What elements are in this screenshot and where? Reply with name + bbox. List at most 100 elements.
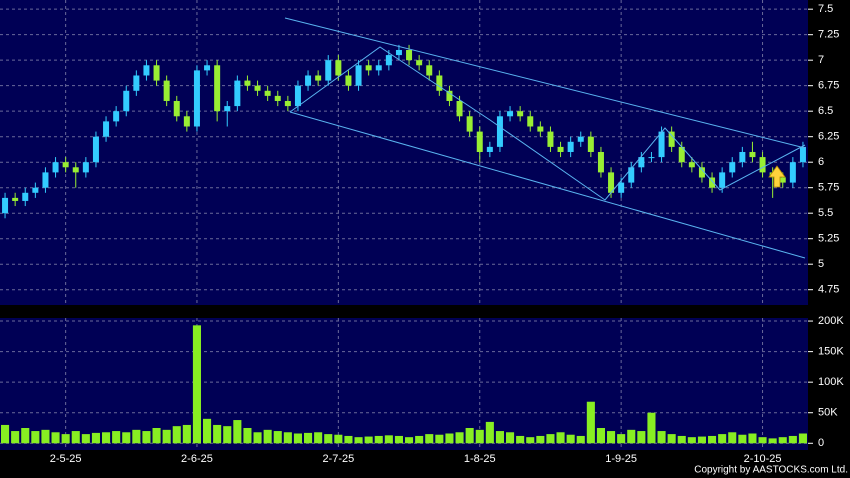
volume-bar	[203, 418, 212, 444]
candle-body	[92, 136, 99, 163]
candle-body	[618, 182, 625, 193]
trend-lines	[284, 17, 806, 259]
y-tick-label: 4.75	[818, 284, 839, 296]
candle-body	[183, 116, 190, 127]
volume-bar	[435, 434, 444, 444]
candle-body	[466, 116, 473, 132]
candle-body	[446, 90, 453, 101]
candle-body	[193, 70, 200, 127]
candle-body	[365, 65, 372, 71]
candle-body	[426, 65, 433, 76]
volume-bar	[677, 435, 686, 444]
volume-bar	[586, 401, 595, 444]
channel-bottom	[289, 111, 806, 259]
volume-bar	[728, 432, 737, 444]
candle-body	[2, 197, 9, 214]
candle-body	[779, 177, 786, 183]
candle-body	[638, 157, 645, 168]
candle-body	[204, 65, 211, 71]
volume-bar	[768, 438, 777, 444]
zigzag	[289, 46, 806, 201]
volume-bar	[667, 434, 676, 444]
volume-bar	[687, 437, 696, 444]
candle-body	[406, 49, 413, 61]
candle-body	[436, 75, 443, 91]
volume-bar	[142, 431, 151, 444]
volume-bar	[657, 431, 666, 444]
volume-bar	[283, 432, 292, 444]
grid-layer: 4.75 5 5.25 5.5 5.75 6 6.25 6.5 6.75 7 7.25 7.5 0 50K…	[0, 0, 844, 465]
candle-body	[274, 95, 281, 101]
candle-body	[577, 136, 584, 142]
y-tick-label: 5	[818, 258, 824, 270]
candle-body	[547, 131, 554, 147]
volume-bar	[304, 432, 313, 444]
volume-bar	[102, 432, 111, 444]
volume-bar	[11, 431, 20, 444]
volume-bar	[91, 432, 100, 444]
volume-bar	[556, 432, 565, 444]
volume-bar	[758, 437, 767, 444]
candle-body	[103, 121, 110, 137]
candle-body	[507, 111, 514, 117]
volume-bar	[51, 432, 60, 444]
volume-bar	[546, 434, 555, 444]
volume-bar	[172, 426, 181, 444]
volume-bar	[617, 434, 626, 444]
candle-body	[52, 162, 59, 173]
y-tick-label: 6.75	[818, 80, 839, 92]
candle-body	[597, 151, 604, 173]
volume-bar	[152, 428, 161, 444]
volume-bar	[192, 325, 201, 444]
copyright: Copyright by AASTOCKS.com Ltd.	[694, 465, 848, 476]
candle-body	[133, 75, 140, 91]
volume-bar	[647, 412, 656, 444]
volume-bar	[485, 421, 494, 444]
candle-body	[658, 131, 665, 158]
channel-top	[284, 17, 806, 149]
candle-body	[62, 162, 69, 168]
candle-body	[12, 197, 19, 201]
candle-body	[628, 167, 635, 183]
candle-body	[335, 60, 342, 76]
volume-bar	[253, 432, 262, 444]
volume-bar	[162, 429, 171, 444]
volume-bar	[415, 435, 424, 444]
candle-body	[244, 80, 251, 86]
candle-body	[759, 157, 766, 173]
volume-bar	[708, 435, 717, 444]
candle-body	[385, 55, 392, 66]
y-tick-label: 6.5	[818, 105, 833, 117]
y-tick-label: 100K	[818, 376, 844, 388]
volume-bar	[748, 433, 757, 444]
y-tick-label: 5.25	[818, 233, 839, 245]
candle-body	[678, 146, 685, 163]
volume-bar	[607, 431, 616, 444]
candle-body	[153, 65, 160, 81]
volume-bar	[354, 437, 363, 444]
candle-body	[305, 75, 312, 86]
candle-body	[345, 75, 352, 86]
x-tick-label: 2-6-25	[181, 453, 213, 465]
candle-body	[456, 100, 463, 117]
volume-bar	[31, 431, 40, 444]
volume-bar	[566, 434, 575, 444]
candle-body	[668, 131, 675, 147]
y-tick-label: 5.75	[818, 182, 839, 194]
volume-bar	[273, 431, 282, 444]
volume-bar	[223, 426, 232, 444]
volume-bar	[81, 434, 90, 444]
candle-body	[799, 146, 806, 163]
candle-body	[82, 162, 89, 173]
volume-bar	[778, 437, 787, 444]
candle-body	[486, 146, 493, 152]
candle-body	[789, 162, 796, 183]
candle-body	[32, 187, 39, 193]
volume-bar	[243, 428, 252, 444]
volume-bar	[697, 436, 706, 444]
candle-body	[719, 172, 726, 188]
volume-bar	[425, 434, 434, 444]
candle-body	[709, 177, 716, 188]
arrow-icon	[768, 165, 786, 188]
volume-bar	[405, 437, 414, 444]
